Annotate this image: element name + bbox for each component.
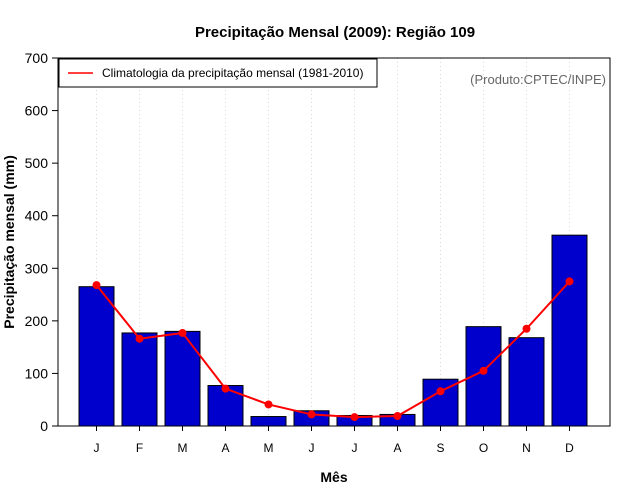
y-axis: 0 100 200 300 400 500 600 700 (25, 50, 58, 434)
y-tick-label: 400 (25, 208, 49, 224)
bar (508, 337, 545, 427)
climatology-point (350, 413, 359, 422)
bar (551, 234, 588, 427)
x-tick-label: J (309, 441, 315, 455)
x-tick-label: M (178, 441, 188, 455)
y-tick-label: 700 (25, 50, 49, 66)
bar (164, 330, 201, 427)
legend-label: Climatologia da precipitação mensal (198… (102, 66, 363, 80)
climatology-point (221, 384, 230, 393)
x-tick-label: O (479, 441, 488, 455)
climatology-point (307, 410, 316, 419)
x-tick-label: S (436, 441, 444, 455)
credit-annotation: (Produto:CPTEC/INPE) (470, 72, 606, 87)
chart-title: Precipitação Mensal (2009): Região 109 (195, 24, 475, 41)
climatology-line (92, 277, 574, 422)
x-tick-label: F (136, 441, 143, 455)
y-axis-title: Precipitação mensal (mm) (1, 155, 17, 329)
climatology-point (522, 324, 531, 333)
bar (78, 286, 115, 427)
legend-box (58, 58, 378, 88)
x-tick-label: D (565, 441, 574, 455)
climatology-point (178, 328, 187, 337)
bars (78, 234, 588, 427)
climatology-point (479, 366, 488, 375)
bar (250, 416, 287, 427)
x-tick-label: J (94, 441, 100, 455)
climatology-point (92, 281, 101, 290)
climatology-polyline (95, 280, 571, 419)
y-tick-label: 500 (25, 155, 49, 171)
y-tick-label: 100 (25, 365, 49, 381)
legend: Climatologia da precipitação mensal (198… (58, 58, 378, 88)
plot-frame (57, 57, 611, 427)
x-tick-label: M (264, 441, 274, 455)
x-tick-label: A (393, 441, 401, 455)
y-tick-label: 600 (25, 103, 49, 119)
x-tick-label: A (221, 441, 229, 455)
y-tick-label: 200 (25, 313, 49, 329)
y-tick-label: 300 (25, 260, 49, 276)
bar (422, 378, 459, 427)
climatology-point (565, 277, 574, 286)
x-axis-title: Mês (320, 469, 347, 485)
x-tick-label: N (522, 441, 531, 455)
climatology-point (135, 334, 144, 343)
y-tick-label: 0 (40, 418, 48, 434)
bar (121, 332, 158, 427)
climatology-point (436, 387, 445, 396)
x-tick-label: J (352, 441, 358, 455)
climatology-point (393, 412, 402, 421)
climatology-point (264, 400, 273, 409)
